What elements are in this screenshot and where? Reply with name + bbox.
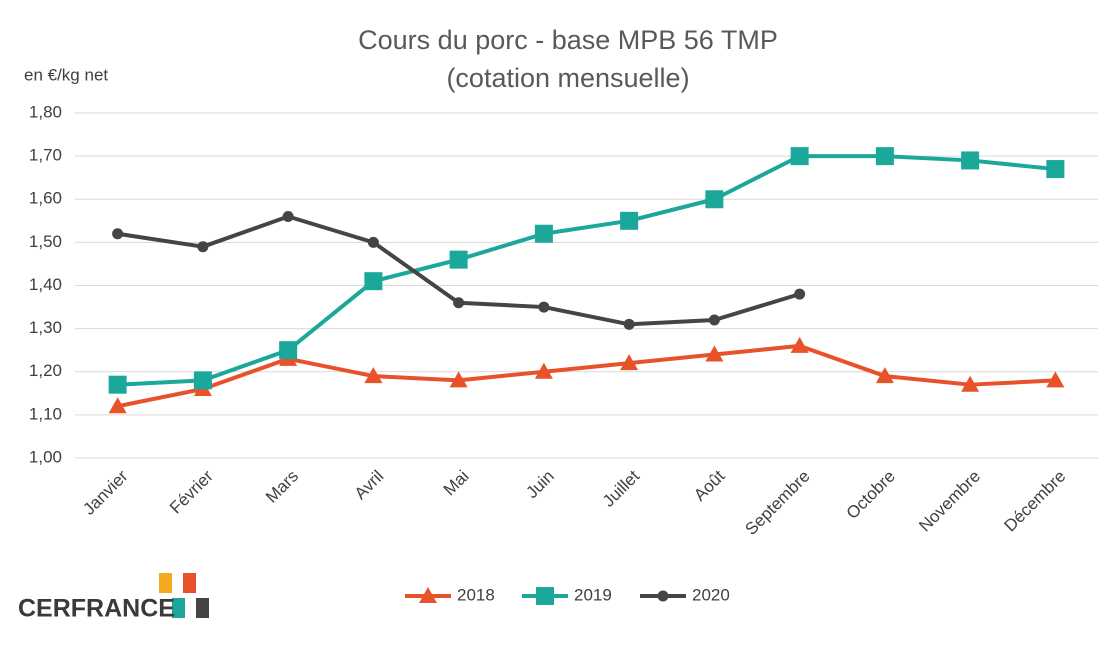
legend-label: 2020 xyxy=(692,585,730,604)
x-tick-label: Janvier xyxy=(79,466,131,518)
marker xyxy=(705,345,724,362)
marker xyxy=(282,211,294,222)
marker xyxy=(279,341,298,360)
marker xyxy=(961,151,980,170)
logo: CERFRANCE xyxy=(18,573,209,623)
chart-title: Cours du porc - base MPB 56 TMP xyxy=(358,25,778,55)
legend-item: 2019 xyxy=(522,585,612,605)
x-tick-label: Octobre xyxy=(843,467,899,523)
y-tick-label: 1,30 xyxy=(29,318,62,337)
logo-shape xyxy=(159,573,172,593)
marker xyxy=(108,375,127,394)
y-tick-label: 1,00 xyxy=(29,447,62,466)
marker xyxy=(534,224,553,243)
marker xyxy=(875,367,894,384)
y-tick-label: 1,10 xyxy=(29,404,62,423)
marker xyxy=(790,336,809,353)
y-axis-label: en €/kg net xyxy=(24,65,108,84)
y-tick-label: 1,50 xyxy=(29,232,62,251)
x-tick-label: Février xyxy=(166,466,217,517)
chart-subtitle: (cotation mensuelle) xyxy=(446,63,689,93)
logo-shape xyxy=(196,598,209,618)
marker xyxy=(1046,160,1065,179)
marker xyxy=(620,354,639,371)
marker xyxy=(623,318,635,330)
marker xyxy=(364,272,383,291)
y-tick-label: 1,20 xyxy=(29,361,62,380)
x-tick-label: Novembre xyxy=(915,467,984,536)
marker xyxy=(620,211,639,230)
y-tick-label: 1,40 xyxy=(29,275,62,294)
legend-item: 2018 xyxy=(405,585,495,604)
marker xyxy=(961,375,980,392)
x-tick-label: Juin xyxy=(522,467,557,502)
legend-label: 2019 xyxy=(574,585,612,604)
marker xyxy=(708,314,720,326)
line xyxy=(117,343,1056,409)
y-tick-label: 1,70 xyxy=(29,146,62,165)
marker xyxy=(449,250,468,269)
x-tick-label: Mars xyxy=(262,467,302,507)
marker xyxy=(112,228,124,240)
y-tick-label: 1,60 xyxy=(29,189,62,208)
legend-label: 2018 xyxy=(457,585,495,604)
marker xyxy=(108,397,127,414)
x-tick-label: Avril xyxy=(351,467,388,504)
marker xyxy=(534,362,553,379)
marker xyxy=(790,147,809,166)
marker xyxy=(367,236,379,248)
x-tick-label: Mai xyxy=(440,467,473,500)
logo-shape xyxy=(172,598,185,618)
series xyxy=(108,336,1065,414)
marker xyxy=(419,587,437,603)
x-tick-label: Août xyxy=(690,466,728,504)
marker xyxy=(1046,371,1065,388)
x-tick-label: Décembre xyxy=(1000,467,1069,536)
series xyxy=(108,147,1065,394)
marker xyxy=(193,371,212,390)
logo-shape xyxy=(183,573,196,593)
marker xyxy=(449,371,468,388)
y-tick-label: 1,80 xyxy=(29,102,62,121)
marker xyxy=(705,190,724,209)
marker xyxy=(875,147,894,166)
line xyxy=(117,154,1056,387)
marker xyxy=(453,297,465,309)
marker xyxy=(538,301,550,313)
marker xyxy=(364,367,383,384)
legend-item: 2020 xyxy=(640,585,730,604)
marker xyxy=(794,288,806,300)
marker xyxy=(536,587,554,605)
marker xyxy=(197,241,209,253)
logo-text: CERFRANCE xyxy=(18,595,175,623)
marker xyxy=(657,590,669,602)
x-tick-label: Juillet xyxy=(599,466,643,510)
series xyxy=(112,211,806,330)
x-tick-label: Septembre xyxy=(741,467,813,539)
